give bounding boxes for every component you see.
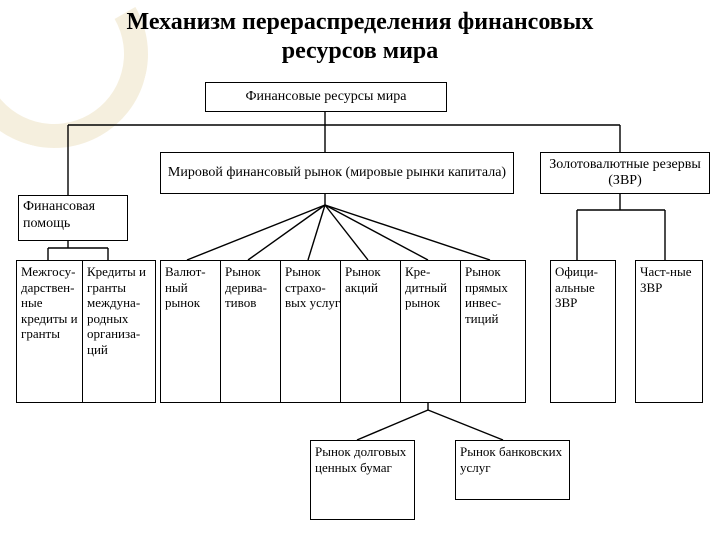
node-fin-help: Финансовая помощь: [18, 195, 128, 241]
node-n1: Межгосу-дарствен-ные кредиты и гранты: [16, 260, 90, 403]
node-zvr: Золотовалютные резервы (ЗВР): [540, 152, 710, 194]
node-n2: Кредиты и гранты междуна-родных организа…: [82, 260, 156, 403]
node-n3: Валют-ный рынок: [160, 260, 224, 403]
node-n10: Част-ные ЗВР: [635, 260, 703, 403]
node-n5: Рынок страхо-вых услуг: [280, 260, 346, 403]
node-root: Финансовые ресурсы мира: [205, 82, 447, 112]
node-n8: Рынок прямых инвес-тиций: [460, 260, 526, 403]
node-n7: Кре-дитный рынок: [400, 260, 466, 403]
node-n6: Рынок акций: [340, 260, 406, 403]
node-world-market: Мировой финансовый рынок (мировые рынки …: [160, 152, 514, 194]
node-b2: Рынок банковских услуг: [455, 440, 570, 500]
node-n4: Рынок дерива-тивов: [220, 260, 286, 403]
node-n9: Офици-альные ЗВР: [550, 260, 616, 403]
node-b1: Рынок долговых ценных бумаг: [310, 440, 415, 520]
